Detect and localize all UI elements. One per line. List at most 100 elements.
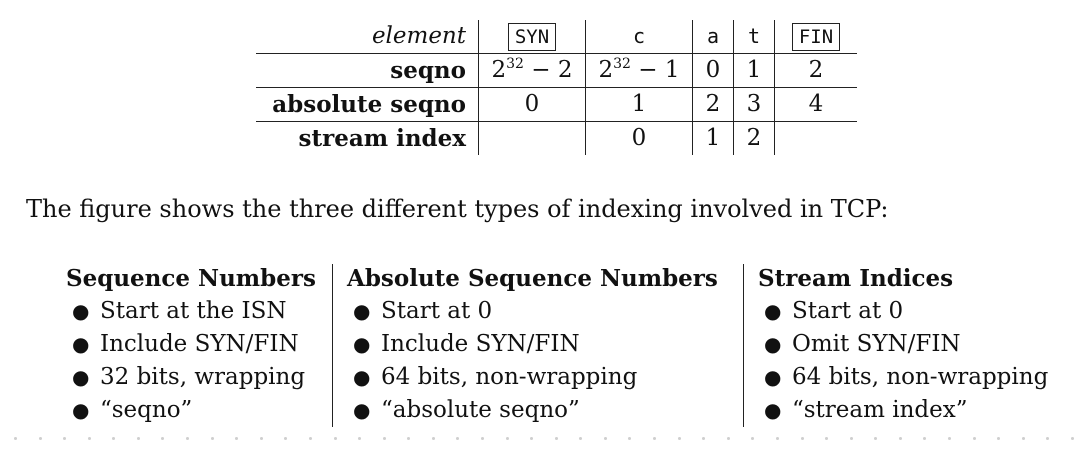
cell-stream-syn: [478, 121, 586, 155]
seqno-syn-base: 2: [491, 57, 507, 83]
list-item: ● 64 bits, non-wrapping: [347, 361, 731, 394]
char-c: c: [632, 24, 646, 48]
cell-stream-fin: [774, 121, 857, 155]
list-item: ● Include SYN/FIN: [66, 328, 320, 361]
list-item-text: Start at 0: [792, 298, 904, 324]
dot: [849, 437, 853, 440]
cell-abs-c: 1: [585, 87, 693, 122]
list-item-text: Include SYN/FIN: [100, 331, 299, 357]
bullet-icon: ●: [72, 332, 90, 356]
bullet-list: ● Start at the ISN ● Include SYN/FIN ● 32 b…: [66, 295, 320, 427]
list-item-text: Include SYN/FIN: [381, 331, 580, 357]
column-heading: Stream Indices: [758, 265, 954, 292]
bullet-icon: ●: [764, 398, 782, 422]
dot: [825, 437, 829, 440]
char-a: a: [706, 24, 720, 48]
list-item: ● 64 bits, non-wrapping: [758, 361, 1054, 394]
list-item: ● Start at 0: [758, 295, 1054, 328]
table-row-absolute-seqno: absolute seqno 0 1 2 3 4: [256, 87, 857, 122]
dot: [259, 437, 263, 440]
dot: [997, 437, 1001, 440]
syn-box: SYN: [507, 22, 557, 51]
dot: [431, 437, 435, 440]
list-item: ● “stream index”: [758, 394, 1054, 427]
row-label-absolute-seqno: absolute seqno: [256, 87, 479, 122]
list-item-text: Start at 0: [381, 298, 493, 324]
dot: [505, 437, 509, 440]
dot: [284, 437, 288, 440]
seqno-syn-exponent: 32: [506, 56, 524, 72]
dot: [407, 437, 411, 440]
dot: [63, 437, 67, 440]
dot: [112, 437, 116, 440]
cell-stream-a: 1: [692, 121, 734, 155]
list-item: ● Start at the ISN: [66, 295, 320, 328]
dot: [456, 437, 460, 440]
bullet-icon: ●: [764, 365, 782, 389]
cell-seqno-t: 1: [733, 53, 775, 88]
cell-stream-t: 2: [733, 121, 775, 155]
cell-abs-syn: 0: [478, 87, 586, 122]
table-row-element: element SYN c a t FIN: [256, 20, 857, 54]
dot: [775, 437, 779, 440]
dot: [38, 437, 42, 440]
cell-seqno-c: 232 − 1: [585, 53, 693, 88]
dot: [308, 437, 312, 440]
list-item-text: “seqno”: [100, 397, 193, 423]
dot: [874, 437, 878, 440]
row-label-stream-index: stream index: [298, 125, 466, 152]
cell-element-a: a: [692, 20, 734, 54]
dot: [382, 437, 386, 440]
dot: [628, 437, 632, 440]
list-item: ● “absolute seqno”: [347, 394, 731, 427]
column-stream-indices: Stream Indices ● Start at 0 ● Omit SYN/FIN…: [744, 262, 1054, 427]
seqno-c-exponent: 32: [613, 56, 631, 72]
cell-element-syn: SYN: [478, 20, 586, 54]
dot: [161, 437, 165, 440]
cell-element-t: t: [733, 20, 775, 54]
page-dotted-rule: [0, 437, 1088, 441]
list-item: ● 32 bits, wrapping: [66, 361, 320, 394]
list-item: ● Include SYN/FIN: [347, 328, 731, 361]
list-item-text: 32 bits, wrapping: [100, 364, 306, 390]
bullet-icon: ●: [72, 365, 90, 389]
cell-seqno-a: 0: [692, 53, 734, 88]
dot: [210, 437, 214, 440]
seqno-c-base: 2: [598, 57, 614, 83]
seqno-c-rest: − 1: [630, 57, 680, 83]
cell-abs-fin: 4: [774, 87, 857, 122]
row-label-seqno: seqno: [256, 53, 479, 88]
column-divider: [332, 264, 333, 427]
indexing-comparison: Sequence Numbers ● Start at the ISN ● Incl…: [66, 262, 1054, 427]
bullet-icon: ●: [764, 299, 782, 323]
dot: [530, 437, 534, 440]
dot: [800, 437, 804, 440]
dot: [751, 437, 755, 440]
cell-seqno-syn: 232 − 2: [478, 53, 586, 88]
bullet-icon: ●: [72, 299, 90, 323]
cell-abs-t: 3: [733, 87, 775, 122]
bullet-icon: ●: [353, 365, 371, 389]
dot: [358, 437, 362, 440]
cell-element-fin: FIN: [774, 20, 857, 54]
seqno-syn-rest: − 2: [523, 57, 573, 83]
dot: [1046, 437, 1050, 440]
list-item: ● Start at 0: [347, 295, 731, 328]
bullet-icon: ●: [72, 398, 90, 422]
dot: [653, 437, 657, 440]
column-sequence-numbers: Sequence Numbers ● Start at the ISN ● Incl…: [66, 262, 332, 427]
dot: [87, 437, 91, 440]
column-heading: Absolute Sequence Numbers: [347, 265, 718, 292]
dot: [898, 437, 902, 440]
bullet-list: ● Start at 0 ● Include SYN/FIN ● 64 bits, n…: [347, 295, 731, 427]
column-heading: Sequence Numbers: [66, 265, 316, 292]
char-t: t: [747, 24, 761, 48]
dot: [972, 437, 976, 440]
list-item-text: Start at the ISN: [100, 298, 287, 324]
cell-element-c: c: [585, 20, 693, 54]
dot: [1021, 437, 1025, 440]
dot: [603, 437, 607, 440]
bullet-list: ● Start at 0 ● Omit SYN/FIN ● 64 bits, non-…: [758, 295, 1054, 427]
bullet-icon: ●: [353, 398, 371, 422]
dot: [702, 437, 706, 440]
